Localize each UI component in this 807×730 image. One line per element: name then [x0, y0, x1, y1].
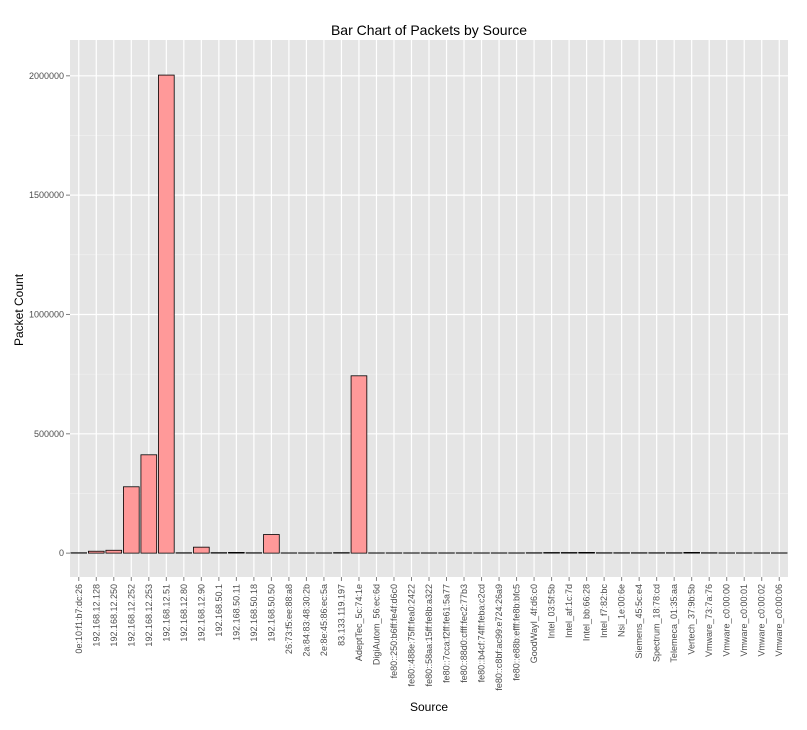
x-tick-label: 192.168.50.50 — [266, 584, 276, 642]
y-tick-label: 0 — [59, 548, 64, 558]
x-tick-label: Vmware_c0:00:00 — [722, 584, 732, 657]
bar-4 — [141, 455, 157, 553]
x-tick-label: 192.168.12.90 — [196, 584, 206, 642]
x-tick-label: 83.133.119.197 — [336, 584, 346, 646]
bar-28 — [561, 553, 577, 554]
x-tick-label: Spectrum_18:78:cd — [652, 584, 662, 662]
x-axis-title: Source — [410, 700, 448, 714]
x-tick-label: 192.168.50.1 — [214, 584, 224, 637]
x-tick-label: 192.168.12.253 — [144, 584, 154, 647]
x-tick-label: 192.168.12.51 — [161, 584, 171, 642]
x-tick-label: fe80::250:b6ff:fe4f:d6c0 — [389, 584, 399, 678]
x-axis: 0e:10:f1:b7:dc:26 192.168.12.128 192.168.1… — [74, 577, 784, 691]
x-tick-label: fe80::c8bf:ac99:e724:26a9 — [494, 584, 504, 691]
x-tick-label: Nsi_1e:00:6e — [617, 584, 627, 637]
x-tick-label: Telemeca_01:35:aa — [669, 584, 679, 663]
x-tick-label: 192.168.50.18 — [249, 584, 259, 642]
x-tick-label: fe80::488e:75ff:fea0:2422 — [406, 584, 416, 686]
x-tick-label: 192.168.12.250 — [109, 584, 119, 647]
x-tick-label: 192.168.50.11 — [231, 584, 241, 641]
bar-5 — [158, 75, 174, 553]
x-tick-label: 2e:8e:45:86:ec:5a — [319, 584, 329, 656]
x-tick-label: 2a:84:83:48:30:2b — [301, 584, 311, 657]
y-tick-label: 500000 — [34, 429, 64, 439]
x-tick-label: Vmware_c0:00:02 — [757, 584, 767, 657]
x-tick-label: 192.168.12.128 — [91, 584, 101, 647]
x-tick-label: Intel_f7:82:bc — [599, 584, 609, 639]
x-tick-label: Vmware_c0:00:01 — [739, 584, 749, 657]
bar-3 — [123, 487, 139, 553]
x-tick-label: AdeptTec_5c:74:1e — [354, 584, 364, 661]
x-tick-label: 192.168.12.80 — [179, 584, 189, 642]
x-tick-label: 0e:10:f1:b7:dc:26 — [74, 584, 84, 654]
x-tick-label: fe80::58aa:15ff:fe8b:a322 — [424, 584, 434, 686]
bar-1 — [88, 551, 104, 553]
x-tick-label: DigiAutom_56:ec:6d — [371, 584, 381, 665]
x-tick-label: Intel_af:1c:7d — [564, 584, 574, 638]
x-tick-label: Intel_03:5f:5b — [547, 584, 557, 639]
bar-35 — [684, 552, 700, 553]
y-axis: 0 500000 1000000 1500000 2000000 — [29, 71, 70, 558]
x-tick-label: Vmware_73:7a:76 — [704, 584, 714, 657]
x-tick-label: fe80::88d0:cfff:fec2:77b3 — [459, 584, 469, 683]
x-tick-label: fe80::7cca:f2ff:fe61:5a77 — [442, 584, 452, 683]
x-tick-label: 26:73:f5:ee:88:a8 — [284, 584, 294, 654]
bar-16 — [351, 376, 367, 553]
x-tick-label: GoodWayI_4f:d6:c0 — [529, 584, 539, 663]
y-axis-title: Packet Count — [12, 273, 26, 346]
x-tick-label: Intel_bb:66:28 — [582, 584, 592, 641]
chart-title: Bar Chart of Packets by Source — [331, 22, 527, 38]
bar-2 — [106, 550, 122, 553]
y-tick-label: 1000000 — [29, 309, 64, 319]
bar-29 — [579, 552, 595, 553]
x-tick-label: fe80::b4cf:74ff:feba:c2cd — [477, 584, 487, 682]
y-tick-label: 2000000 — [29, 71, 64, 81]
x-tick-label: fe80::e88b:efff:fe8b:bfc5 — [512, 584, 522, 681]
bar-9 — [228, 552, 244, 553]
bar-11 — [264, 535, 280, 554]
x-tick-label: 192.168.12.252 — [126, 584, 136, 647]
bar-7 — [193, 547, 209, 553]
x-tick-label: Siemens_45:5c:e4 — [634, 584, 644, 659]
bar-27 — [544, 553, 560, 554]
x-tick-label: Vertech_37:9b:5b — [687, 584, 697, 655]
x-tick-label: Vmware_c0:00:06 — [774, 584, 784, 657]
y-tick-label: 1500000 — [29, 190, 64, 200]
